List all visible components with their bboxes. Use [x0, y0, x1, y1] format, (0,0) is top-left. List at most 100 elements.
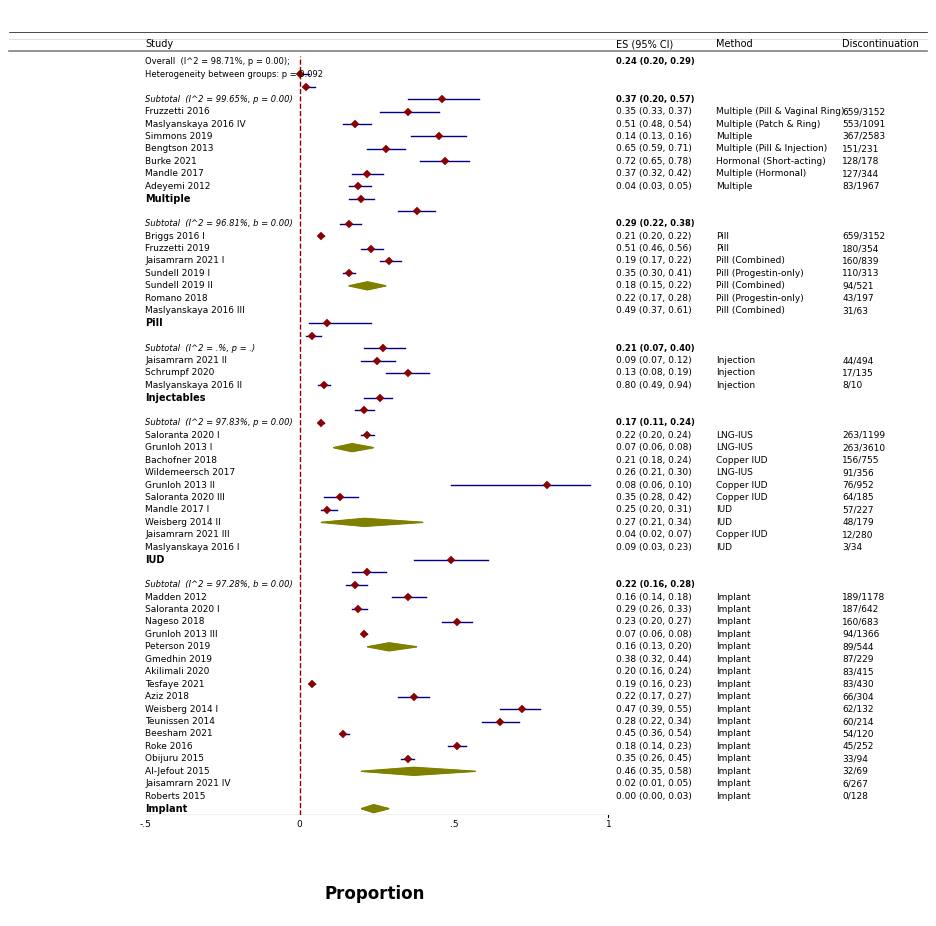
Text: Multiple (Hormonal): Multiple (Hormonal)	[716, 169, 806, 179]
Text: Implant: Implant	[145, 804, 187, 814]
Text: Saloranta 2020 I: Saloranta 2020 I	[145, 431, 220, 440]
Text: 0.47 (0.39, 0.55): 0.47 (0.39, 0.55)	[616, 705, 692, 714]
Text: IUD: IUD	[145, 555, 165, 565]
Text: Copper IUD: Copper IUD	[716, 481, 768, 490]
Text: 83/415: 83/415	[842, 668, 874, 676]
Text: 6/267: 6/267	[842, 780, 869, 788]
Text: 659/3152: 659/3152	[842, 107, 885, 116]
Text: 0.21 (0.07, 0.40): 0.21 (0.07, 0.40)	[616, 344, 695, 353]
Text: Implant: Implant	[716, 618, 751, 626]
Text: Pill (Progestin-only): Pill (Progestin-only)	[716, 294, 804, 303]
Text: Maslyanskaya 2016 I: Maslyanskaya 2016 I	[145, 543, 240, 552]
Text: 66/304: 66/304	[842, 692, 874, 701]
Text: 0.26 (0.21, 0.30): 0.26 (0.21, 0.30)	[616, 468, 692, 477]
Text: Injection: Injection	[716, 369, 755, 378]
Polygon shape	[368, 643, 417, 651]
Text: Injection: Injection	[716, 356, 755, 365]
Text: Maslyanskaya 2016 III: Maslyanskaya 2016 III	[145, 307, 245, 315]
Text: 0.27 (0.21, 0.34): 0.27 (0.21, 0.34)	[616, 518, 692, 527]
Text: Implant: Implant	[716, 730, 751, 738]
Text: 187/642: 187/642	[842, 605, 880, 614]
Text: Injectables: Injectables	[145, 393, 206, 403]
Text: 180/354: 180/354	[842, 244, 880, 253]
Text: Romano 2018: Romano 2018	[145, 294, 208, 303]
Text: 76/952: 76/952	[842, 481, 874, 490]
Text: Fruzzetti 2016: Fruzzetti 2016	[145, 107, 210, 116]
Text: 0.17 (0.11, 0.24): 0.17 (0.11, 0.24)	[616, 419, 695, 427]
Text: Roke 2016: Roke 2016	[145, 742, 193, 751]
Text: 0.46 (0.35, 0.58): 0.46 (0.35, 0.58)	[616, 767, 692, 776]
Text: 33/94: 33/94	[842, 755, 869, 763]
Text: Copper IUD: Copper IUD	[716, 456, 768, 465]
Text: Burke 2021: Burke 2021	[145, 156, 197, 166]
Text: Implant: Implant	[716, 755, 751, 763]
Polygon shape	[333, 444, 373, 452]
Text: 83/430: 83/430	[842, 680, 874, 689]
Text: -.5: -.5	[139, 820, 151, 829]
Text: 94/521: 94/521	[842, 282, 874, 291]
Text: Discontinuation: Discontinuation	[842, 40, 919, 49]
Text: 0.37 (0.20, 0.57): 0.37 (0.20, 0.57)	[616, 94, 695, 104]
Text: 31/63: 31/63	[842, 307, 869, 315]
Text: 0.35 (0.30, 0.41): 0.35 (0.30, 0.41)	[616, 269, 692, 278]
Text: Injection: Injection	[716, 381, 755, 390]
Text: 263/3610: 263/3610	[842, 444, 885, 452]
Text: Overall  (I^2 = 98.71%, p = 0.00);: Overall (I^2 = 98.71%, p = 0.00);	[145, 57, 290, 67]
Text: Subtotal  (I^2 = .%, p = .): Subtotal (I^2 = .%, p = .)	[145, 344, 256, 353]
Text: 0: 0	[297, 820, 302, 829]
Text: 0.25 (0.20, 0.31): 0.25 (0.20, 0.31)	[616, 506, 692, 515]
Text: Akilimali 2020: Akilimali 2020	[145, 668, 210, 676]
Text: 0.51 (0.46, 0.56): 0.51 (0.46, 0.56)	[616, 244, 692, 253]
Text: Implant: Implant	[716, 668, 751, 676]
Text: 45/252: 45/252	[842, 742, 874, 751]
Text: 0.65 (0.59, 0.71): 0.65 (0.59, 0.71)	[616, 144, 692, 154]
Text: Multiple: Multiple	[145, 194, 191, 204]
Polygon shape	[361, 768, 475, 775]
Text: Nageso 2018: Nageso 2018	[145, 618, 205, 626]
Text: Copper IUD: Copper IUD	[716, 531, 768, 539]
Text: Implant: Implant	[716, 605, 751, 614]
Text: Heterogeneity between groups: p = 0.092: Heterogeneity between groups: p = 0.092	[145, 69, 323, 79]
Text: 0.22 (0.17, 0.28): 0.22 (0.17, 0.28)	[616, 294, 692, 303]
Text: 0.29 (0.26, 0.33): 0.29 (0.26, 0.33)	[616, 605, 692, 614]
Text: LNG-IUS: LNG-IUS	[716, 468, 753, 477]
Text: IUD: IUD	[716, 518, 732, 527]
Text: Subtotal  (I^2 = 97.83%, p = 0.00): Subtotal (I^2 = 97.83%, p = 0.00)	[145, 419, 293, 427]
Text: 156/755: 156/755	[842, 456, 880, 465]
Text: LNG-IUS: LNG-IUS	[716, 431, 753, 440]
Text: Sundell 2019 I: Sundell 2019 I	[145, 269, 211, 278]
Text: ES (95% CI): ES (95% CI)	[616, 40, 673, 49]
Text: Briggs 2016 I: Briggs 2016 I	[145, 232, 205, 241]
Text: 64/185: 64/185	[842, 493, 874, 502]
Text: 0.16 (0.13, 0.20): 0.16 (0.13, 0.20)	[616, 643, 692, 651]
Text: Teunissen 2014: Teunissen 2014	[145, 717, 215, 726]
Text: Gmedhin 2019: Gmedhin 2019	[145, 655, 212, 664]
Text: Saloranta 2020 III: Saloranta 2020 III	[145, 493, 225, 502]
Text: Weisberg 2014 I: Weisberg 2014 I	[145, 705, 218, 714]
Text: Mandle 2017 I: Mandle 2017 I	[145, 506, 210, 515]
Text: Roberts 2015: Roberts 2015	[145, 792, 206, 801]
Text: Implant: Implant	[716, 705, 751, 714]
Text: Pill (Progestin-only): Pill (Progestin-only)	[716, 269, 804, 278]
Text: 0.14 (0.13, 0.16): 0.14 (0.13, 0.16)	[616, 132, 692, 141]
Text: Grunloh 2013 II: Grunloh 2013 II	[145, 481, 215, 490]
Text: 94/1366: 94/1366	[842, 630, 880, 639]
Text: 0.80 (0.49, 0.94): 0.80 (0.49, 0.94)	[616, 381, 692, 390]
Text: Multiple: Multiple	[716, 132, 753, 141]
Text: 0.51 (0.48, 0.54): 0.51 (0.48, 0.54)	[616, 119, 692, 129]
Text: 0.19 (0.16, 0.23): 0.19 (0.16, 0.23)	[616, 680, 692, 689]
Text: 0.29 (0.22, 0.38): 0.29 (0.22, 0.38)	[616, 219, 695, 228]
Text: 0.20 (0.16, 0.24): 0.20 (0.16, 0.24)	[616, 668, 692, 676]
Text: 12/280: 12/280	[842, 531, 874, 539]
Text: 0.09 (0.07, 0.12): 0.09 (0.07, 0.12)	[616, 356, 692, 365]
Text: 0.72 (0.65, 0.78): 0.72 (0.65, 0.78)	[616, 156, 692, 166]
Text: Pill (Combined): Pill (Combined)	[716, 282, 785, 291]
Text: 60/214: 60/214	[842, 717, 874, 726]
Text: 1: 1	[606, 820, 611, 829]
Text: Method: Method	[716, 40, 753, 49]
Text: Multiple (Patch & Ring): Multiple (Patch & Ring)	[716, 119, 821, 129]
Text: Implant: Implant	[716, 680, 751, 689]
Text: Jaisamrarn 2021 I: Jaisamrarn 2021 I	[145, 257, 225, 266]
Text: Grunloh 2013 I: Grunloh 2013 I	[145, 444, 212, 452]
Text: 659/3152: 659/3152	[842, 232, 885, 241]
